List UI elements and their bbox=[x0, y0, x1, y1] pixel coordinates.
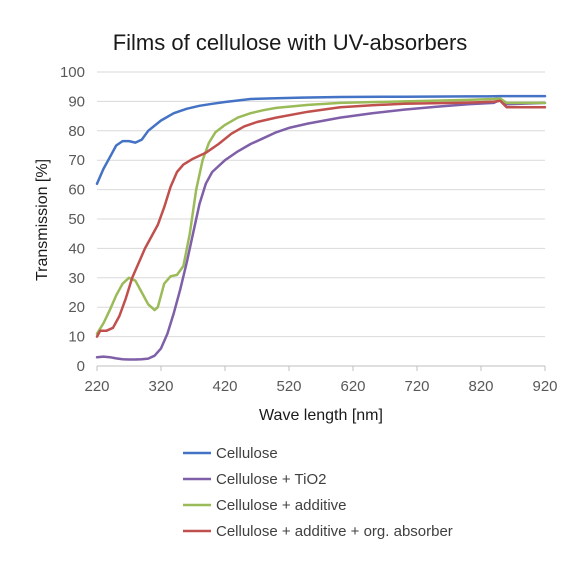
legend: Cellulose Cellulose + TiO2 Cellulose + add… bbox=[183, 445, 453, 540]
x-tick-label: 220 bbox=[84, 378, 109, 395]
series-lines bbox=[95, 94, 547, 361]
x-tick-label: 920 bbox=[532, 378, 557, 395]
legend-label: Cellulose bbox=[216, 445, 278, 462]
y-tick-labels: 0 10 20 30 40 50 60 70 80 90 100 bbox=[60, 64, 85, 375]
x-tick-labels: 220 320 420 520 620 720 820 920 bbox=[84, 378, 557, 395]
series-line-3 bbox=[95, 97, 547, 335]
x-tick-label: 620 bbox=[340, 378, 365, 395]
x-tick-label: 320 bbox=[148, 378, 173, 395]
gridlines bbox=[96, 71, 546, 371]
y-tick-label: 50 bbox=[68, 211, 85, 228]
legend-label: Cellulose + additive bbox=[216, 497, 347, 514]
legend-item: Cellulose + TiO2 bbox=[183, 471, 326, 488]
series-line-1 bbox=[95, 94, 547, 185]
legend-label: Cellulose + additive + org. absorber bbox=[216, 523, 453, 540]
legend-item: Cellulose bbox=[183, 445, 278, 462]
y-tick-label: 90 bbox=[68, 93, 85, 110]
x-tick-label: 720 bbox=[404, 378, 429, 395]
x-tick-label: 420 bbox=[212, 378, 237, 395]
legend-item: Cellulose + additive bbox=[183, 497, 347, 514]
x-axis-label: Wave length [nm] bbox=[259, 407, 383, 424]
y-tick-label: 40 bbox=[68, 240, 85, 257]
legend-label: Cellulose + TiO2 bbox=[216, 471, 326, 488]
chart-title: Films of cellulose with UV-absorbers bbox=[113, 30, 468, 55]
series-line-2 bbox=[95, 98, 547, 361]
y-tick-label: 10 bbox=[68, 329, 85, 346]
y-tick-label: 20 bbox=[68, 299, 85, 316]
y-tick-label: 60 bbox=[68, 182, 85, 199]
y-tick-label: 100 bbox=[60, 64, 85, 81]
x-tick-label: 820 bbox=[468, 378, 493, 395]
y-tick-label: 70 bbox=[68, 152, 85, 169]
series-line-4 bbox=[95, 99, 547, 338]
x-tick-label: 520 bbox=[276, 378, 301, 395]
y-tick-label: 0 bbox=[77, 358, 85, 375]
y-tick-label: 30 bbox=[68, 270, 85, 287]
y-axis-label: Transmission [%] bbox=[34, 159, 51, 281]
legend-item: Cellulose + additive + org. absorber bbox=[183, 523, 453, 540]
y-tick-label: 80 bbox=[68, 123, 85, 140]
